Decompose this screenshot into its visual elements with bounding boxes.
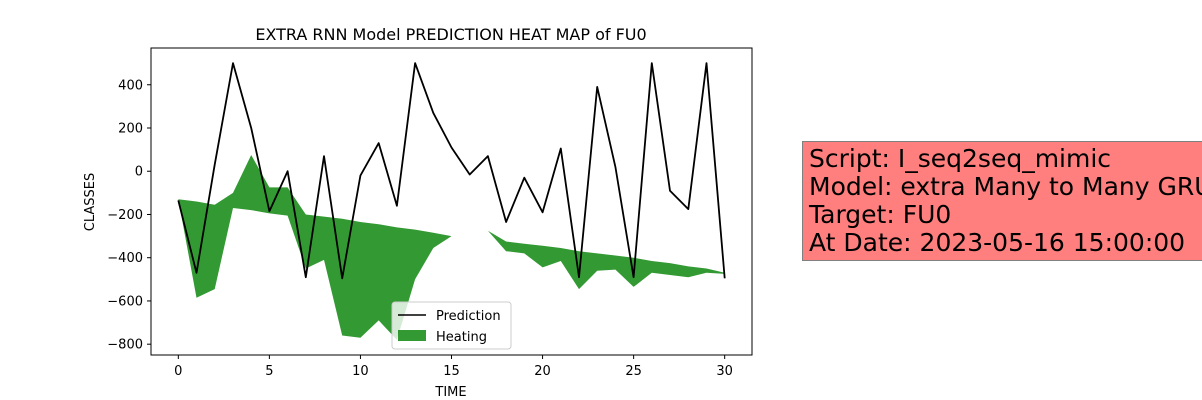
legend-heating-swatch — [398, 330, 426, 341]
legend: Prediction Heating — [391, 301, 512, 350]
x-axis: 0 5 10 15 20 25 30 — [174, 355, 733, 379]
x-tick-label: 15 — [443, 364, 460, 379]
y-tick-label: 200 — [118, 121, 143, 136]
x-tick-label: 5 — [265, 364, 273, 379]
legend-heating-label: Heating — [436, 330, 487, 345]
chart-title: EXTRA RNN Model PREDICTION HEAT MAP of F… — [255, 25, 646, 44]
y-tick-label: 0 — [135, 165, 143, 180]
x-axis-title: TIME — [434, 385, 466, 400]
y-tick-label: −800 — [107, 338, 143, 353]
plot-area — [177, 62, 726, 340]
x-tick-label: 25 — [625, 364, 642, 379]
info-box: Script: I_seq2seq_mimic Model: extra Man… — [802, 141, 1202, 261]
y-tick-label: −600 — [107, 294, 143, 309]
y-tick-label: −200 — [107, 208, 143, 223]
legend-prediction-label: Prediction — [436, 309, 501, 324]
x-tick-label: 20 — [534, 364, 551, 379]
info-date: At Date: 2023-05-16 15:00:00 — [809, 228, 1186, 257]
y-tick-label: −400 — [107, 251, 143, 266]
x-tick-label: 10 — [352, 364, 369, 379]
x-tick-label: 0 — [174, 364, 182, 379]
x-tick-label: 30 — [716, 364, 733, 379]
y-axis-title: CLASSES — [83, 173, 98, 231]
prediction-line — [177, 62, 726, 280]
y-tick-label: 400 — [118, 78, 143, 93]
y-axis: −800 −600 −400 −200 0 200 400 — [107, 78, 151, 353]
info-target: Target: FU0 — [809, 200, 952, 229]
info-model: Model: extra Many to Many GRU — [809, 172, 1202, 201]
info-script: Script: I_seq2seq_mimic — [809, 144, 1112, 173]
